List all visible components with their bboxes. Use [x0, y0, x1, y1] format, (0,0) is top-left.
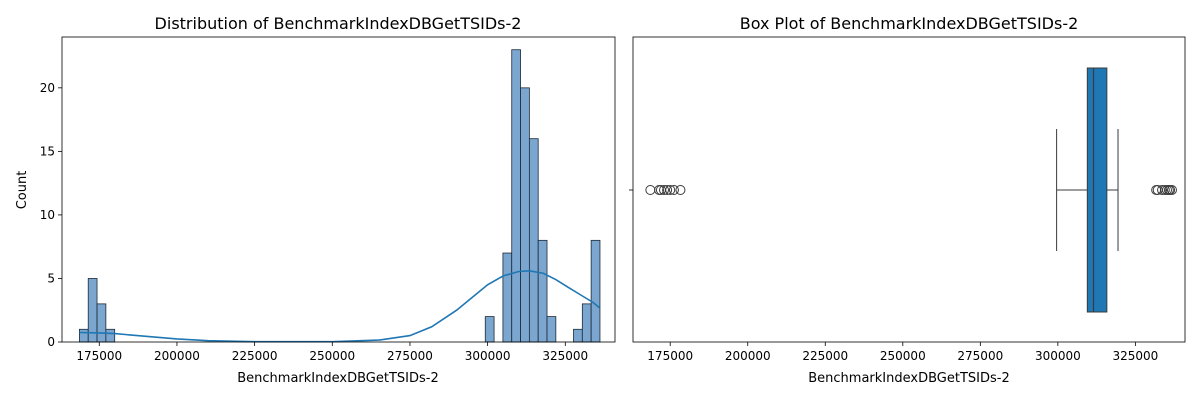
outlier-point [665, 185, 676, 195]
outlier-point [675, 185, 686, 195]
boxplot-title: Box Plot of BenchmarkIndexDBGetTSIDs-2 [740, 14, 1079, 33]
x-tick-label: 225000 [232, 349, 278, 363]
histogram-bar [590, 239, 601, 343]
histogram-x-axis-label: BenchmarkIndexDBGetTSIDs-2 [237, 371, 438, 386]
histogram-bar [502, 252, 513, 343]
histogram-y-axis-label: Count [15, 171, 30, 210]
histogram-panel: Distribution of BenchmarkIndexDBGetTSIDs… [15, 14, 616, 386]
histogram-bar [78, 328, 89, 343]
x-tick-label: 275000 [957, 349, 1003, 363]
histogram-bar [105, 328, 116, 343]
x-tick-label: 300000 [465, 349, 511, 363]
histogram-plot-frame [61, 36, 616, 343]
histogram-bar [96, 303, 107, 343]
x-tick-label: 275000 [387, 349, 433, 363]
iqr-box [1086, 67, 1108, 313]
outlier-point [645, 185, 656, 195]
boxplot-elements [645, 67, 1177, 313]
boxplot-plot-frame [632, 36, 1186, 343]
histogram-bar [546, 316, 557, 343]
boxplot-x-ticks: 175000 200000 225000 250000 275000 300000 3250… [647, 342, 1158, 363]
histogram-bar [581, 303, 592, 343]
y-tick-label: 5 [47, 271, 55, 285]
histogram-bar [573, 328, 583, 343]
outlier-point [668, 185, 679, 195]
y-tick-label: 10 [40, 208, 55, 222]
outlier-point [662, 185, 673, 195]
x-tick-label: 200000 [725, 349, 771, 363]
x-tick-label: 200000 [154, 349, 200, 363]
histogram-bars [78, 49, 601, 343]
histogram-bar [484, 316, 495, 343]
histogram-bar [528, 138, 539, 343]
outlier-point [1166, 185, 1177, 195]
x-tick-label: 300000 [1035, 349, 1081, 363]
y-tick-label: 20 [40, 81, 55, 95]
boxplot-x-axis-label: BenchmarkIndexDBGetTSIDs-2 [808, 371, 1009, 386]
outlier-point [659, 185, 670, 195]
outlier-point [1157, 185, 1168, 195]
kde-curve [79, 269, 601, 343]
x-tick-label: 225000 [802, 349, 848, 363]
y-tick-label: 0 [47, 335, 55, 349]
x-tick-label: 175000 [76, 349, 122, 363]
histogram-bar [520, 87, 530, 343]
x-tick-label: 250000 [309, 349, 355, 363]
histogram-y-ticks: 0 5 10 15 20 [40, 81, 62, 349]
x-tick-label: 250000 [880, 349, 926, 363]
histogram-bar [511, 49, 521, 343]
x-tick-label: 325000 [542, 349, 588, 363]
y-tick-label: 15 [40, 144, 55, 158]
x-tick-label: 325000 [1112, 349, 1158, 363]
x-tick-label: 175000 [647, 349, 693, 363]
histogram-bar [537, 239, 548, 343]
histogram-x-ticks: 175000 200000 225000 250000 275000 300000 3250… [76, 342, 588, 363]
histogram-title: Distribution of BenchmarkIndexDBGetTSIDs… [155, 14, 522, 33]
boxplot-panel: Box Plot of BenchmarkIndexDBGetTSIDs-2 1… [629, 14, 1186, 386]
